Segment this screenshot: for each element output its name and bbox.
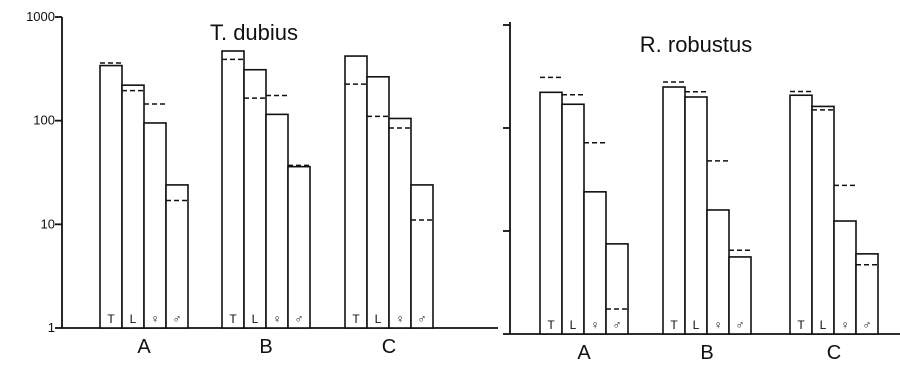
- bar: [789, 94, 813, 335]
- bar-label: L: [693, 318, 700, 332]
- group-label: C: [827, 342, 841, 364]
- bar-label: ♀: [841, 318, 850, 332]
- bar-label: ♂: [863, 318, 872, 332]
- bar: [287, 165, 311, 329]
- bar: [561, 103, 585, 335]
- bar-label: ♂: [613, 318, 622, 332]
- y-tick-label: 100: [33, 113, 55, 128]
- bar-label: L: [130, 312, 137, 326]
- bar-label: L: [252, 312, 259, 326]
- bar: [344, 55, 368, 329]
- bar: [165, 184, 189, 329]
- bar-label: ♂: [418, 312, 427, 326]
- bar-label: ♀: [591, 318, 600, 332]
- bar-label: T: [670, 318, 678, 332]
- bar: [410, 184, 434, 329]
- group-label: B: [259, 336, 272, 358]
- bar-label: L: [570, 318, 577, 332]
- y-tick-label: 1000: [26, 9, 55, 24]
- bar-label: ♀: [396, 312, 405, 326]
- bar-label: L: [820, 318, 827, 332]
- bar-label: ♀: [714, 318, 723, 332]
- bar: [811, 105, 835, 335]
- bar-label: ♀: [151, 312, 160, 326]
- bar-label: ♂: [173, 312, 182, 326]
- bar: [684, 96, 708, 335]
- bar: [221, 50, 245, 329]
- bar: [855, 253, 879, 335]
- bar: [265, 113, 289, 329]
- bar-label: ♂: [736, 318, 745, 332]
- y-tick-label: 10: [41, 216, 55, 231]
- bar: [539, 91, 563, 335]
- bar-label: T: [547, 318, 555, 332]
- bar-label: T: [352, 312, 360, 326]
- group-label: A: [577, 342, 591, 364]
- bar: [366, 75, 390, 329]
- bar-label: ♀: [273, 312, 282, 326]
- bar: [605, 243, 629, 335]
- group-label: A: [137, 336, 151, 358]
- group-label: C: [382, 336, 396, 358]
- chart-r-robustus: R. robustus T L ♀ ♂ A T L ♀ ♂ B T L ♀ ♂ C: [503, 22, 900, 364]
- chart-title: T. dubius: [210, 20, 298, 45]
- bar-label: ♂: [295, 312, 304, 326]
- bar-label: T: [229, 312, 237, 326]
- bar-label: T: [107, 312, 115, 326]
- group-label: B: [700, 342, 713, 364]
- bar: [662, 86, 686, 335]
- bar: [243, 68, 267, 329]
- bar: [99, 64, 123, 329]
- bar: [388, 117, 412, 329]
- bar: [143, 122, 167, 329]
- bar: [728, 256, 752, 335]
- bar-label: L: [375, 312, 382, 326]
- bar-label: T: [797, 318, 805, 332]
- bar: [121, 84, 145, 329]
- bar: [706, 209, 730, 335]
- y-tick-label: 1: [48, 320, 55, 335]
- chart-t-dubius: T. dubius 1 10 100 1000 T L ♀ ♂ A T L ♀ ♂ B T L ♀ ♂ C: [26, 9, 498, 358]
- bar: [583, 191, 607, 335]
- chart-title: R. robustus: [640, 32, 753, 57]
